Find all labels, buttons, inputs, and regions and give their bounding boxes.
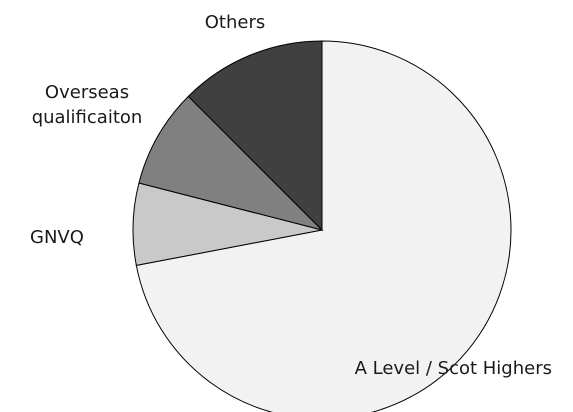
pie-label-line: qualificaiton — [32, 107, 143, 128]
pie-label-others: Others — [205, 12, 266, 33]
pie-slices — [132, 40, 512, 412]
pie-label-gnvq: GNVQ — [30, 227, 84, 248]
pie-label-line: Overseas — [45, 82, 129, 103]
pie-label-overseas-qualificaiton: Overseas qualificaiton — [32, 82, 143, 128]
pie-slice-others — [187, 40, 323, 232]
pie-labels: A Level / Scot Highers GNVQ Overseas qualif… — [30, 12, 552, 379]
pie-label-a-level-scot-highers: A Level / Scot Highers — [355, 358, 552, 379]
pie-slice-a-level-scot-highers — [135, 40, 512, 412]
pie-slice-overseas-qualificaiton — [138, 95, 324, 231]
